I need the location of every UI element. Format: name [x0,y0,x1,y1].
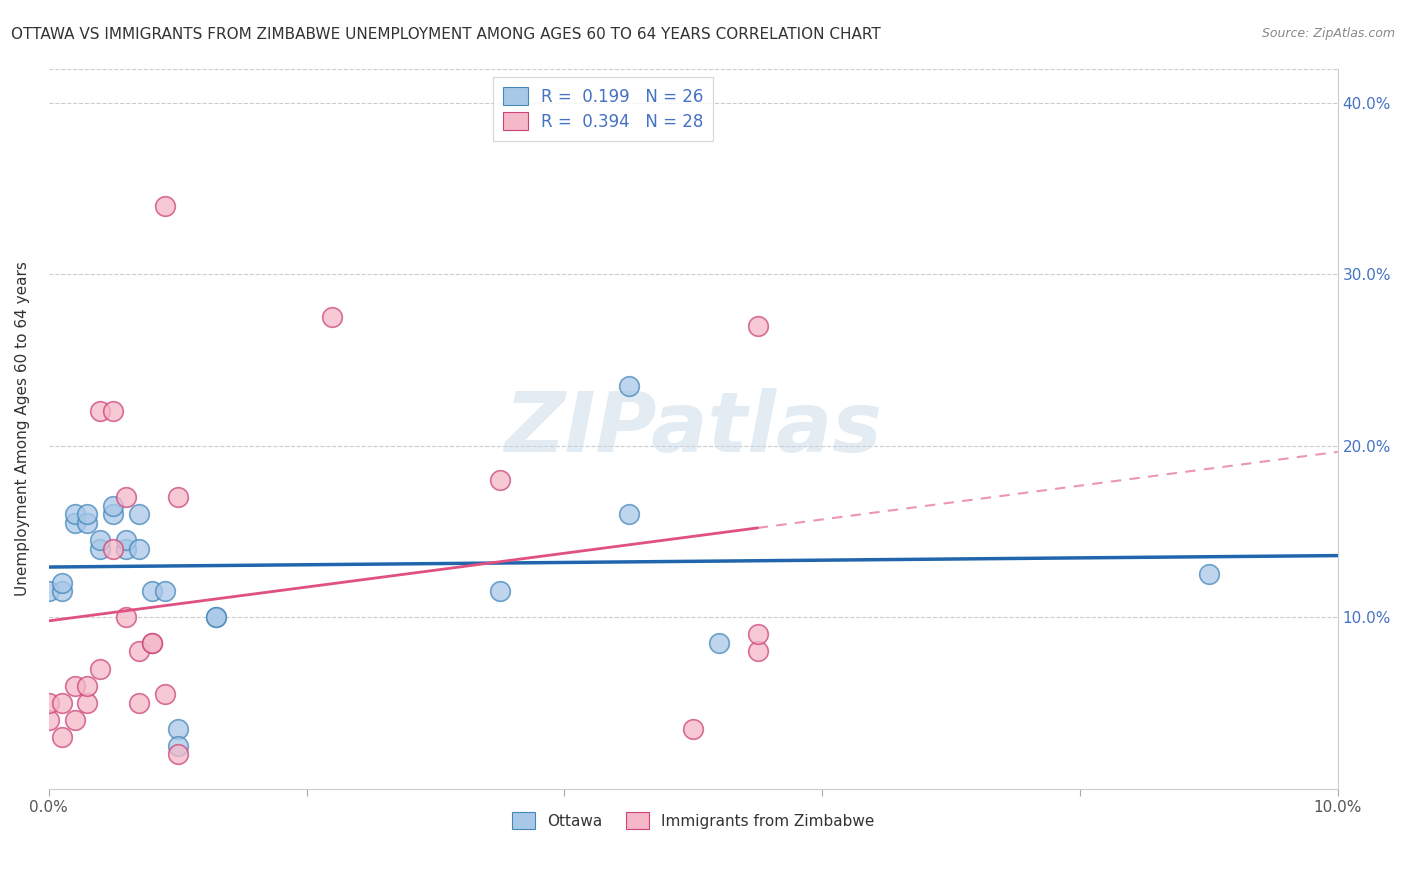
Text: OTTAWA VS IMMIGRANTS FROM ZIMBABWE UNEMPLOYMENT AMONG AGES 60 TO 64 YEARS CORREL: OTTAWA VS IMMIGRANTS FROM ZIMBABWE UNEMP… [11,27,882,42]
Point [205,610,228,624]
Point [166,747,188,762]
Point [38,713,60,727]
Point [89,661,111,675]
Point [1198,567,1220,582]
Point [115,541,138,556]
Point [63,516,86,530]
Point [489,584,512,599]
Point [51,584,73,599]
Point [141,636,163,650]
Point [76,696,98,710]
Point [321,310,343,324]
Point [76,679,98,693]
Point [115,490,138,504]
Point [166,490,188,504]
Legend: Ottawa, Immigrants from Zimbabwe: Ottawa, Immigrants from Zimbabwe [506,806,880,835]
Point [63,679,86,693]
Point [63,507,86,521]
Point [153,687,176,701]
Point [115,610,138,624]
Point [89,404,111,418]
Point [128,644,150,658]
Point [682,722,704,736]
Point [747,318,769,333]
Point [489,473,512,487]
Point [38,696,60,710]
Point [76,516,98,530]
Point [128,696,150,710]
Point [115,533,138,547]
Point [747,627,769,641]
Point [617,507,640,521]
Point [103,541,125,556]
Point [63,713,86,727]
Point [707,636,730,650]
Text: Source: ZipAtlas.com: Source: ZipAtlas.com [1261,27,1395,40]
Point [89,541,111,556]
Y-axis label: Unemployment Among Ages 60 to 64 years: Unemployment Among Ages 60 to 64 years [15,261,30,596]
Text: ZIPatlas: ZIPatlas [505,388,882,469]
Point [89,533,111,547]
Point [205,610,228,624]
Point [747,644,769,658]
Point [51,730,73,744]
Point [141,584,163,599]
Point [166,722,188,736]
Point [38,584,60,599]
Point [166,739,188,753]
Point [141,636,163,650]
Point [128,507,150,521]
Point [153,584,176,599]
Point [617,378,640,392]
Point [103,499,125,513]
Point [153,199,176,213]
Point [51,696,73,710]
Point [103,507,125,521]
Point [51,575,73,590]
Point [103,404,125,418]
Point [76,507,98,521]
Point [128,541,150,556]
